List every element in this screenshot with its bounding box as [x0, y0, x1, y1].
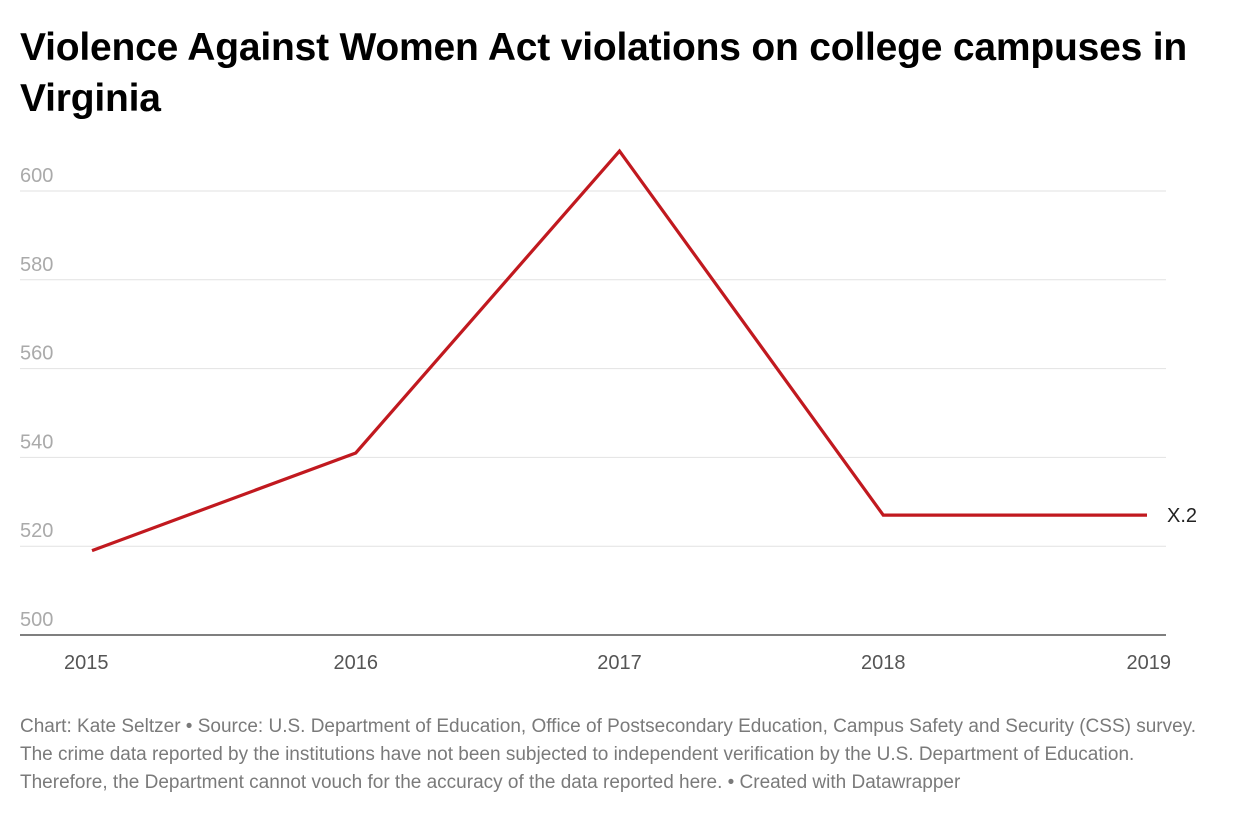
chart-footer-notes: Chart: Kate Seltzer • Source: U.S. Depar…	[20, 716, 1197, 793]
y-tick-label: 560	[20, 343, 53, 365]
series-end-label: X.2	[1167, 505, 1197, 527]
x-tick-label: 2019	[1127, 652, 1172, 674]
gridlines	[20, 190, 1166, 636]
x-tick-label: 2016	[334, 652, 379, 674]
x-tick-label: 2015	[64, 652, 109, 674]
x-tick-label: 2018	[861, 652, 906, 674]
y-tick-label: 580	[20, 254, 53, 276]
y-axis-ticks: 500 520 540 560 580 600	[20, 165, 53, 631]
series-line	[91, 148, 1147, 553]
chart-title: Violence Against Women Act violations on…	[20, 26, 1187, 120]
series-labels: X.2	[1167, 505, 1197, 527]
x-axis-ticks: 2015 2016 2017 2018 2019	[64, 652, 1171, 674]
series-lines	[91, 148, 1147, 553]
y-tick-label: 600	[20, 165, 53, 187]
y-tick-label: 500	[20, 609, 53, 631]
x-tick-label: 2017	[597, 652, 642, 674]
y-tick-label: 540	[20, 431, 53, 453]
y-tick-label: 520	[20, 520, 53, 542]
